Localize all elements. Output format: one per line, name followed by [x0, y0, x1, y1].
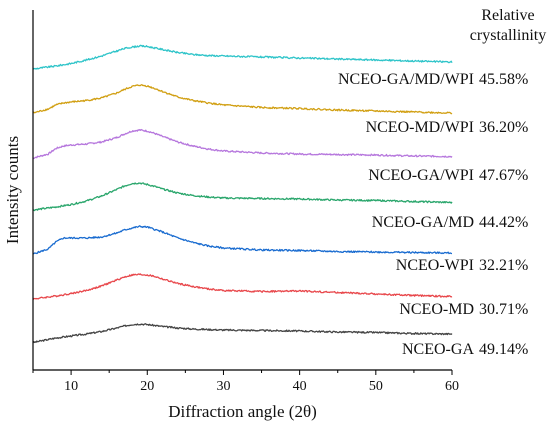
x-axis-label: Diffraction angle (2θ) [168, 402, 317, 421]
series-label-nceo-ga-md-wpi: NCEO-GA/MD/WPI [338, 71, 474, 88]
crystallinity-header-line-2: crystallinity [470, 27, 546, 44]
series-label-nceo-ga: NCEO-GA [402, 341, 474, 358]
series-label-nceo-ga-wpi: NCEO-GA/WPI [368, 167, 474, 184]
trace-nceo-md-wpi [32, 84, 453, 115]
trace-nceo-md [32, 273, 453, 301]
x-tick-label: 10 [64, 379, 78, 394]
y-axis-label: Intensity counts [3, 136, 22, 244]
crystallinity-value-nceo-ga-md-wpi: 45.58% [479, 71, 528, 88]
crystallinity-value-nceo-ga-wpi: 47.67% [479, 167, 528, 184]
x-tick-label: 30 [216, 379, 230, 394]
trace-nceo-ga-md-wpi [32, 44, 453, 70]
crystallinity-value-nceo-ga-md: 44.42% [479, 214, 528, 231]
x-tick-label: 50 [369, 379, 383, 394]
trace-nceo-ga-wpi [32, 128, 453, 160]
crystallinity-header-line-1: Relative [481, 7, 534, 24]
trace-nceo-ga-md [32, 182, 453, 212]
x-tick-label: 40 [293, 379, 307, 394]
crystallinity-value-nceo-ga: 49.14% [479, 341, 528, 358]
x-tick-label: 20 [140, 379, 154, 394]
series-label-nceo-md: NCEO-MD [399, 301, 474, 318]
series-label-nceo-md-wpi: NCEO-MD/WPI [366, 119, 474, 136]
x-ticks: 10 20 30 40 50 60 [32, 370, 459, 394]
series-label-nceo-ga-md: NCEO-GA/MD [372, 214, 474, 231]
series-labels: NCEO-GA 49.14% NCEO-MD 30.71% NCEO-WPI 32.21%… [338, 71, 528, 358]
trace-nceo-wpi [32, 225, 453, 255]
crystallinity-value-nceo-md-wpi: 36.20% [479, 119, 528, 136]
trace-nceo-ga [32, 323, 453, 344]
crystallinity-value-nceo-wpi: 32.21% [479, 257, 528, 274]
chart-traces [32, 44, 453, 344]
x-tick-label: 60 [445, 379, 459, 394]
chart-axes [32, 10, 452, 371]
crystallinity-value-nceo-md: 30.71% [479, 301, 528, 318]
series-label-nceo-wpi: NCEO-WPI [396, 257, 474, 274]
